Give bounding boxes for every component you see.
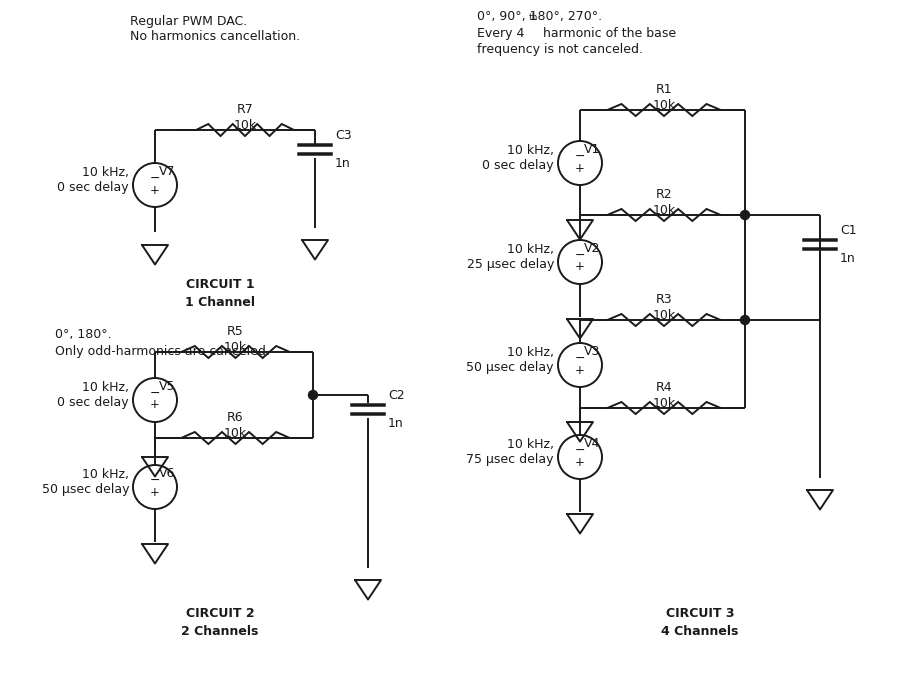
Text: V7: V7 (159, 165, 176, 178)
Text: C2: C2 (388, 389, 405, 402)
Text: V3: V3 (584, 345, 600, 358)
Text: −: − (149, 474, 160, 487)
Text: V1: V1 (584, 143, 600, 156)
Text: V2: V2 (584, 242, 600, 255)
Text: 1n: 1n (840, 252, 856, 265)
Text: 10k: 10k (652, 309, 676, 322)
Text: C1: C1 (840, 224, 857, 237)
Text: V6: V6 (159, 467, 176, 480)
Text: +: + (150, 398, 160, 412)
Circle shape (309, 390, 318, 400)
Text: R1: R1 (656, 83, 672, 96)
Text: −: − (149, 386, 160, 400)
Text: 1n: 1n (388, 417, 404, 430)
Text: CIRCUIT 3: CIRCUIT 3 (666, 607, 734, 620)
Text: +: + (575, 260, 585, 274)
Text: +: + (575, 162, 585, 175)
Text: 10 kHz,
75 μsec delay: 10 kHz, 75 μsec delay (466, 438, 554, 466)
Text: +: + (575, 456, 585, 468)
Text: 10 kHz,
50 μsec delay: 10 kHz, 50 μsec delay (466, 346, 554, 374)
Text: 1n: 1n (335, 157, 351, 170)
Text: 0°, 90°, 180°, 270°.: 0°, 90°, 180°, 270°. (477, 10, 602, 23)
Text: R3: R3 (656, 293, 672, 306)
Text: −: − (575, 249, 585, 262)
Text: Only odd-harmonics are canceled.: Only odd-harmonics are canceled. (55, 345, 270, 358)
Text: 10 kHz,
0 sec delay: 10 kHz, 0 sec delay (58, 166, 129, 194)
Text: +: + (150, 485, 160, 499)
Text: 10 kHz,
50 μsec delay: 10 kHz, 50 μsec delay (41, 468, 129, 496)
Text: +: + (575, 363, 585, 377)
Text: −: − (575, 443, 585, 456)
Text: 2 Channels: 2 Channels (181, 625, 258, 638)
Text: 10k: 10k (652, 99, 676, 112)
Text: CIRCUIT 1: CIRCUIT 1 (185, 278, 255, 291)
Text: +: + (150, 183, 160, 197)
Text: 10k: 10k (652, 204, 676, 217)
Text: Every 4: Every 4 (477, 27, 525, 40)
Text: 0°, 180°.: 0°, 180°. (55, 328, 112, 341)
Text: R6: R6 (227, 411, 244, 424)
Text: R7: R7 (237, 103, 254, 116)
Text: 4 Channels: 4 Channels (662, 625, 739, 638)
Text: −: − (575, 150, 585, 162)
Text: R2: R2 (656, 188, 672, 201)
Text: R5: R5 (227, 325, 244, 338)
Text: th: th (529, 13, 538, 22)
Text: frequency is not canceled.: frequency is not canceled. (477, 43, 643, 56)
Text: 10 kHz,
0 sec delay: 10 kHz, 0 sec delay (58, 381, 129, 409)
Text: C3: C3 (335, 129, 352, 142)
Circle shape (741, 315, 750, 324)
Text: V5: V5 (159, 380, 176, 393)
Text: V4: V4 (584, 437, 600, 450)
Text: 10k: 10k (233, 119, 256, 132)
Text: −: − (149, 171, 160, 185)
Text: 10 kHz,
25 μsec delay: 10 kHz, 25 μsec delay (466, 243, 554, 271)
Text: −: − (575, 352, 585, 365)
Text: CIRCUIT 2: CIRCUIT 2 (185, 607, 255, 620)
Text: 1 Channel: 1 Channel (185, 296, 255, 309)
Text: 10 kHz,
0 sec delay: 10 kHz, 0 sec delay (482, 144, 554, 172)
Text: 10k: 10k (224, 427, 248, 440)
Text: Regular PWM DAC.: Regular PWM DAC. (130, 15, 248, 28)
Text: No harmonics cancellation.: No harmonics cancellation. (130, 30, 300, 43)
Circle shape (741, 210, 750, 220)
Text: 10k: 10k (652, 397, 676, 410)
Text: 10k: 10k (224, 341, 248, 354)
Text: harmonic of the base: harmonic of the base (539, 27, 676, 40)
Text: R4: R4 (656, 381, 672, 394)
